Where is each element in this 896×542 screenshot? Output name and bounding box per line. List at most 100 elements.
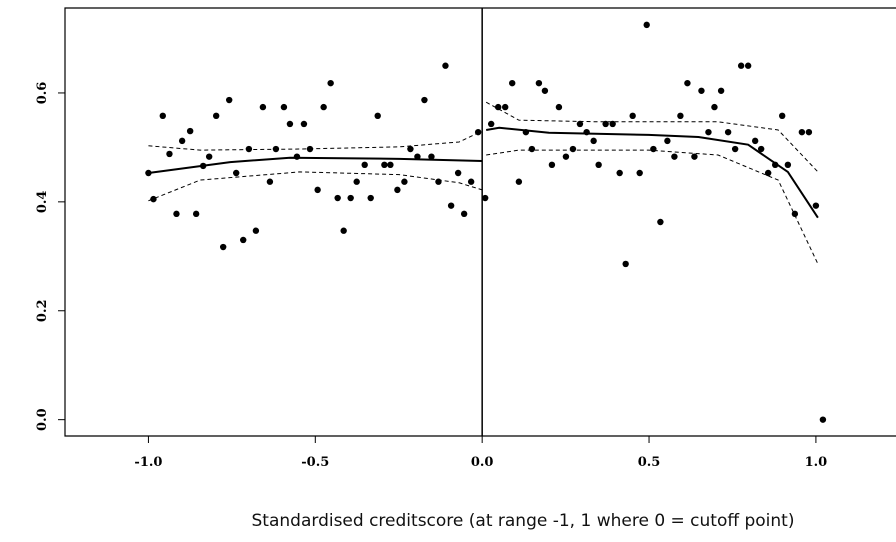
point <box>509 79 516 87</box>
point <box>731 145 739 153</box>
point <box>595 161 602 169</box>
point <box>677 112 684 120</box>
point <box>711 103 718 111</box>
point <box>327 79 334 87</box>
point <box>487 120 495 128</box>
point <box>548 161 556 169</box>
point <box>737 62 745 69</box>
point <box>562 153 570 160</box>
point <box>643 21 650 29</box>
plot-frame <box>64 7 896 437</box>
point <box>744 62 752 69</box>
point <box>805 128 813 136</box>
point <box>460 210 468 218</box>
point <box>657 218 664 226</box>
fit-line <box>148 156 483 174</box>
point <box>361 161 368 169</box>
point <box>340 227 347 234</box>
point <box>764 169 772 177</box>
point <box>381 161 388 169</box>
point <box>353 178 360 185</box>
point <box>535 79 543 87</box>
point <box>590 137 597 145</box>
point <box>199 162 207 170</box>
y-tick-label: 0.4 <box>35 191 50 214</box>
confidence-band <box>148 130 483 151</box>
point <box>280 103 288 111</box>
point <box>150 195 157 203</box>
point <box>387 161 394 169</box>
point <box>467 178 475 185</box>
point <box>481 194 489 202</box>
point <box>334 194 341 202</box>
point <box>266 178 274 185</box>
x-tick-label: 0.5 <box>638 455 661 470</box>
x-tick-label: 1.0 <box>805 455 828 470</box>
point <box>428 153 435 160</box>
point <box>447 202 455 209</box>
point <box>583 128 590 136</box>
point <box>691 153 698 160</box>
point <box>501 103 509 111</box>
point <box>252 227 260 234</box>
point <box>609 120 616 128</box>
point <box>757 145 765 153</box>
point <box>320 103 327 111</box>
point <box>225 96 233 104</box>
point <box>421 96 428 104</box>
x-tick-label: -0.5 <box>301 455 329 470</box>
point <box>528 145 536 153</box>
point <box>233 169 240 177</box>
point <box>636 169 643 177</box>
point <box>684 79 691 87</box>
point <box>178 137 186 145</box>
point <box>629 112 636 120</box>
point <box>650 145 657 153</box>
point <box>219 243 227 251</box>
point <box>442 62 449 69</box>
point <box>474 128 482 136</box>
point <box>192 210 200 218</box>
y-tick-label: 0.2 <box>35 299 50 322</box>
point <box>212 112 220 120</box>
point <box>306 145 314 153</box>
point <box>166 150 173 158</box>
point <box>576 120 584 128</box>
point <box>454 169 462 177</box>
point <box>616 169 623 177</box>
point <box>771 161 779 169</box>
y-tick-label: 0.0 <box>35 408 50 431</box>
point <box>394 186 401 194</box>
point <box>314 186 321 194</box>
point <box>751 137 759 145</box>
point <box>159 112 166 120</box>
point <box>407 145 414 153</box>
point <box>541 87 549 94</box>
point <box>347 194 354 202</box>
confidence-band <box>148 171 483 202</box>
point <box>555 103 563 111</box>
point <box>286 120 294 128</box>
point <box>784 161 792 169</box>
point <box>602 120 609 128</box>
point <box>367 194 374 202</box>
point <box>705 128 712 136</box>
point <box>515 178 523 185</box>
x-tick-label: -1.0 <box>134 455 162 470</box>
point <box>374 112 381 120</box>
point <box>435 178 442 185</box>
point <box>145 169 152 177</box>
point <box>698 87 705 94</box>
point <box>819 416 827 423</box>
point <box>724 128 732 136</box>
point <box>300 120 308 128</box>
confidence-band <box>485 101 819 173</box>
point <box>259 103 267 111</box>
point <box>414 153 421 160</box>
point <box>522 128 530 136</box>
point <box>186 127 194 135</box>
point <box>671 153 678 160</box>
point <box>569 145 577 153</box>
point <box>293 153 301 160</box>
